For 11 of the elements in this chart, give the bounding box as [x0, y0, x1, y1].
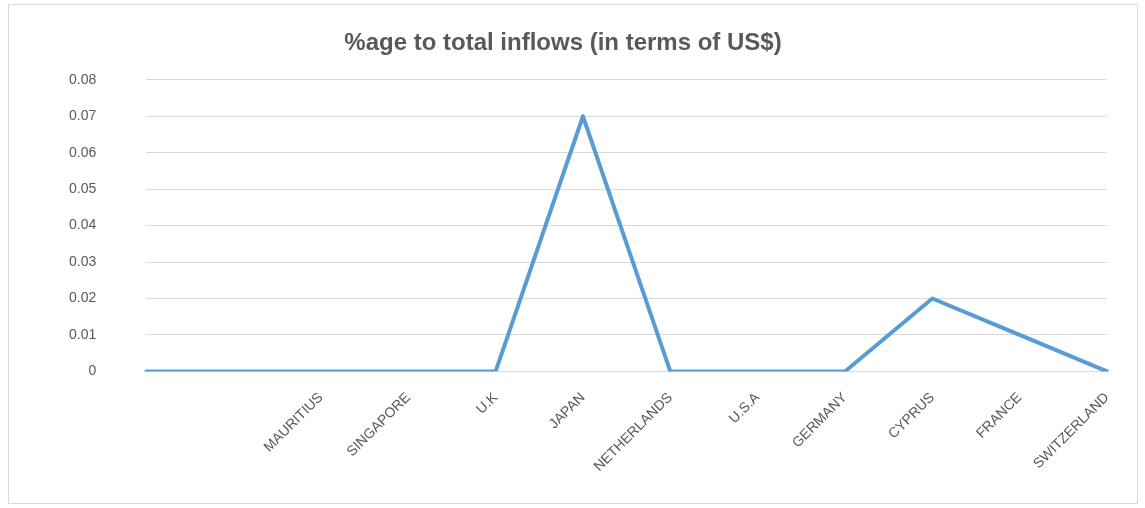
- x-tick-label: U.K: [472, 388, 501, 417]
- y-tick-label: 0.05: [69, 180, 97, 197]
- y-tick-label: 0: [88, 362, 97, 379]
- y-tick-label: 0.03: [69, 252, 97, 269]
- y-tick-label: 0.06: [69, 143, 97, 160]
- y-tick-label: 0.08: [69, 70, 97, 87]
- y-tick-label: 0.02: [69, 289, 97, 306]
- y-tick-label: 0.01: [69, 325, 97, 342]
- y-tick-label: 0.04: [69, 216, 97, 233]
- y-tick-label: 0.07: [69, 107, 97, 124]
- chart-title: %age to total inflows (in terms of US$): [344, 28, 782, 56]
